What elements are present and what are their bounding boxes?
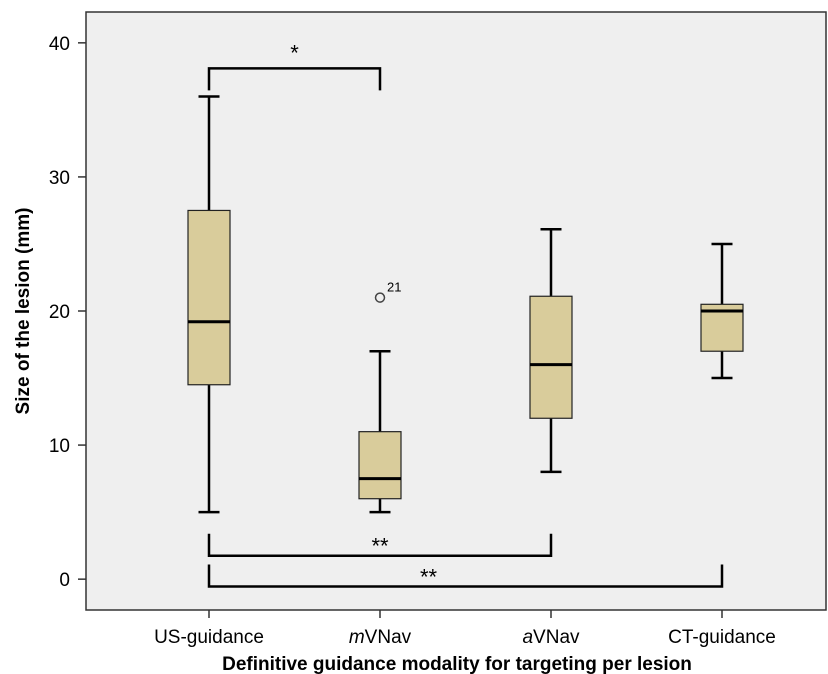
y-axis-title: Size of the lesion (mm) xyxy=(13,208,34,415)
x-tick-label-text: US-guidance xyxy=(154,627,264,648)
x-tick-label-text: VNav xyxy=(365,627,412,648)
significance-label: ** xyxy=(371,534,389,559)
significance-bracket xyxy=(207,67,382,91)
y-axis: 0 10 20 30 40 xyxy=(49,34,86,591)
x-tick-label: aVNav xyxy=(522,627,580,648)
significance-label: * xyxy=(290,40,299,65)
x-tick-label: US-guidance xyxy=(154,627,264,648)
x-tick-label: mVNav xyxy=(349,627,412,648)
x-tick-label-prefix: m xyxy=(349,627,365,648)
significance-brackets: ***** xyxy=(207,40,724,590)
x-tick-label: CT-guidance xyxy=(668,627,776,648)
x-tick-label-text: VNav xyxy=(533,627,580,648)
iqr-box xyxy=(358,431,402,500)
outlier-label: 21 xyxy=(387,280,401,295)
outlier-point xyxy=(374,292,386,303)
box-group: 21 xyxy=(187,95,744,514)
y-tick-label: 20 xyxy=(49,302,70,323)
iqr-box xyxy=(529,295,573,419)
significance-bracket xyxy=(207,564,724,588)
significance-bracket xyxy=(207,533,553,557)
x-axis-title: Definitive guidance modality for targeti… xyxy=(222,654,692,674)
y-tick-label: 40 xyxy=(49,34,70,55)
significance-label: ** xyxy=(420,565,438,590)
x-tick-label-text: CT-guidance xyxy=(668,627,776,648)
y-tick-label: 30 xyxy=(49,168,70,189)
iqr-box xyxy=(187,209,231,386)
x-axis: US-guidance mVNav aVNav CT-guidance xyxy=(154,610,776,648)
y-tick-label: 10 xyxy=(49,436,70,457)
y-tick-label: 0 xyxy=(59,570,70,591)
x-tick-label-prefix: a xyxy=(522,627,533,648)
